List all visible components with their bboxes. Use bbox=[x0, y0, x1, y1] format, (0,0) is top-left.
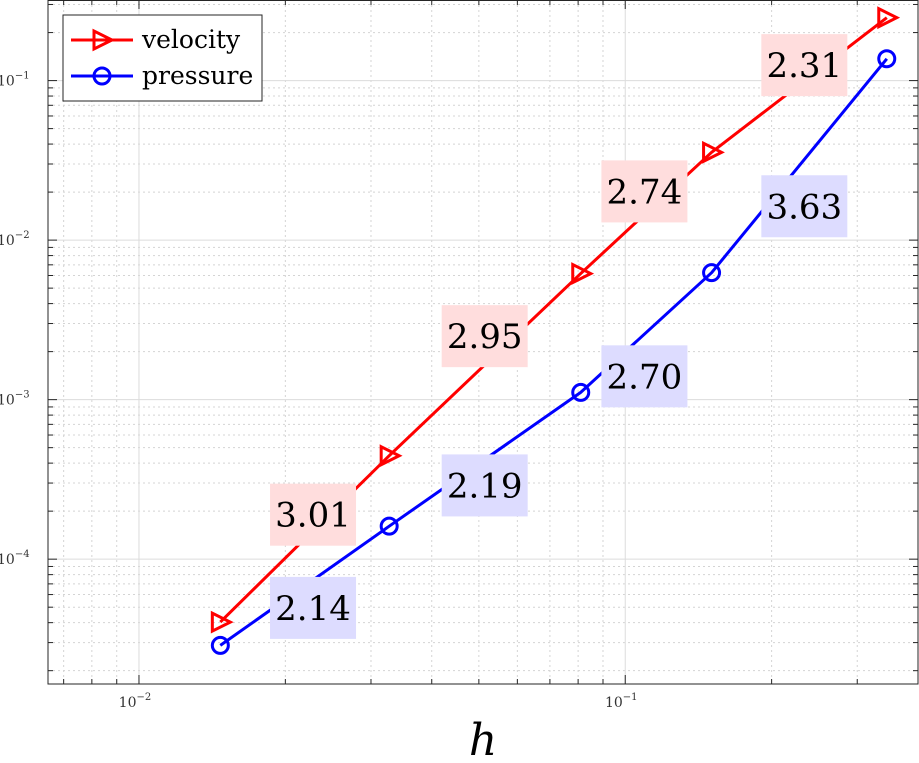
slope-annotation-velocity: 2.95 bbox=[441, 305, 528, 368]
x-tick-label: 10−1 bbox=[605, 692, 638, 711]
legend-label: pressure bbox=[142, 61, 253, 90]
slope-annotation-pressure: 2.70 bbox=[601, 345, 688, 408]
slope-annotation-box bbox=[270, 483, 357, 546]
legend-marker bbox=[92, 28, 116, 52]
velocity-marker bbox=[571, 262, 595, 285]
slope-annotation-box bbox=[441, 454, 528, 517]
slope-annotation-pressure: 2.19 bbox=[441, 454, 528, 517]
y-tick-labels: 10−4 10−3 10−2 10−1 bbox=[0, 71, 30, 569]
pressure-marker bbox=[379, 516, 399, 536]
y-tick-label: 10−4 bbox=[0, 549, 30, 568]
pressure-marker bbox=[210, 635, 230, 655]
slope-annotation-label: 2.31 bbox=[766, 46, 842, 86]
y-tick-label: 10−2 bbox=[0, 230, 30, 249]
slope-annotation-label: 2.70 bbox=[607, 357, 683, 397]
minor-grid bbox=[48, 0, 919, 684]
slope-annotation-velocity: 3.01 bbox=[270, 483, 357, 546]
x-axis-label: h bbox=[469, 715, 497, 763]
velocity-marker bbox=[379, 444, 403, 468]
slope-annotation-box bbox=[601, 345, 688, 408]
legend-box bbox=[62, 14, 263, 102]
axis-ticks bbox=[48, 0, 919, 684]
legend-entry-pressure: pressure bbox=[71, 61, 253, 90]
legend-label: velocity bbox=[141, 25, 241, 54]
slope-annotation-box bbox=[601, 160, 688, 223]
legend: velocity pressure bbox=[62, 14, 263, 102]
series-markers bbox=[210, 6, 901, 655]
major-grid bbox=[48, 0, 918, 684]
slope-annotation-label: 2.14 bbox=[275, 589, 351, 629]
slope-annotation-label: 3.01 bbox=[275, 496, 351, 536]
velocity-marker bbox=[702, 140, 725, 164]
pressure-marker bbox=[877, 49, 897, 69]
y-tick-label: 10−3 bbox=[0, 390, 30, 409]
x-tick-labels: 10−2 10−1 bbox=[119, 692, 638, 711]
slope-annotation-box bbox=[761, 175, 848, 238]
slope-annotation-pressure: 3.63 bbox=[761, 175, 848, 238]
slope-annotations: 3.01 2.95 2.74 2.31 2.14 2.19 2.70 3.63 bbox=[270, 34, 848, 639]
slope-annotation-label: 2.95 bbox=[447, 317, 523, 357]
slope-annotation-velocity: 2.74 bbox=[601, 160, 688, 223]
slope-annotation-box bbox=[761, 34, 848, 97]
legend-entry-velocity: velocity bbox=[71, 25, 241, 54]
axes-frame bbox=[47, 0, 919, 685]
velocity-marker bbox=[210, 610, 234, 634]
pressure-marker bbox=[702, 263, 722, 283]
slope-annotation-velocity: 2.31 bbox=[761, 34, 848, 97]
slope-annotation-pressure: 2.14 bbox=[270, 576, 357, 639]
slope-annotation-label: 2.74 bbox=[607, 172, 683, 212]
y-tick-label: 10−1 bbox=[0, 71, 30, 90]
slope-annotation-label: 3.63 bbox=[766, 187, 842, 227]
legend-marker bbox=[92, 66, 112, 86]
slope-annotation-label: 2.19 bbox=[447, 466, 523, 506]
slope-annotation-box bbox=[270, 576, 357, 639]
x-tick-label: 10−2 bbox=[119, 692, 152, 711]
velocity-marker bbox=[877, 6, 901, 30]
pressure-marker bbox=[571, 382, 591, 402]
slope-annotation-box bbox=[441, 305, 528, 368]
